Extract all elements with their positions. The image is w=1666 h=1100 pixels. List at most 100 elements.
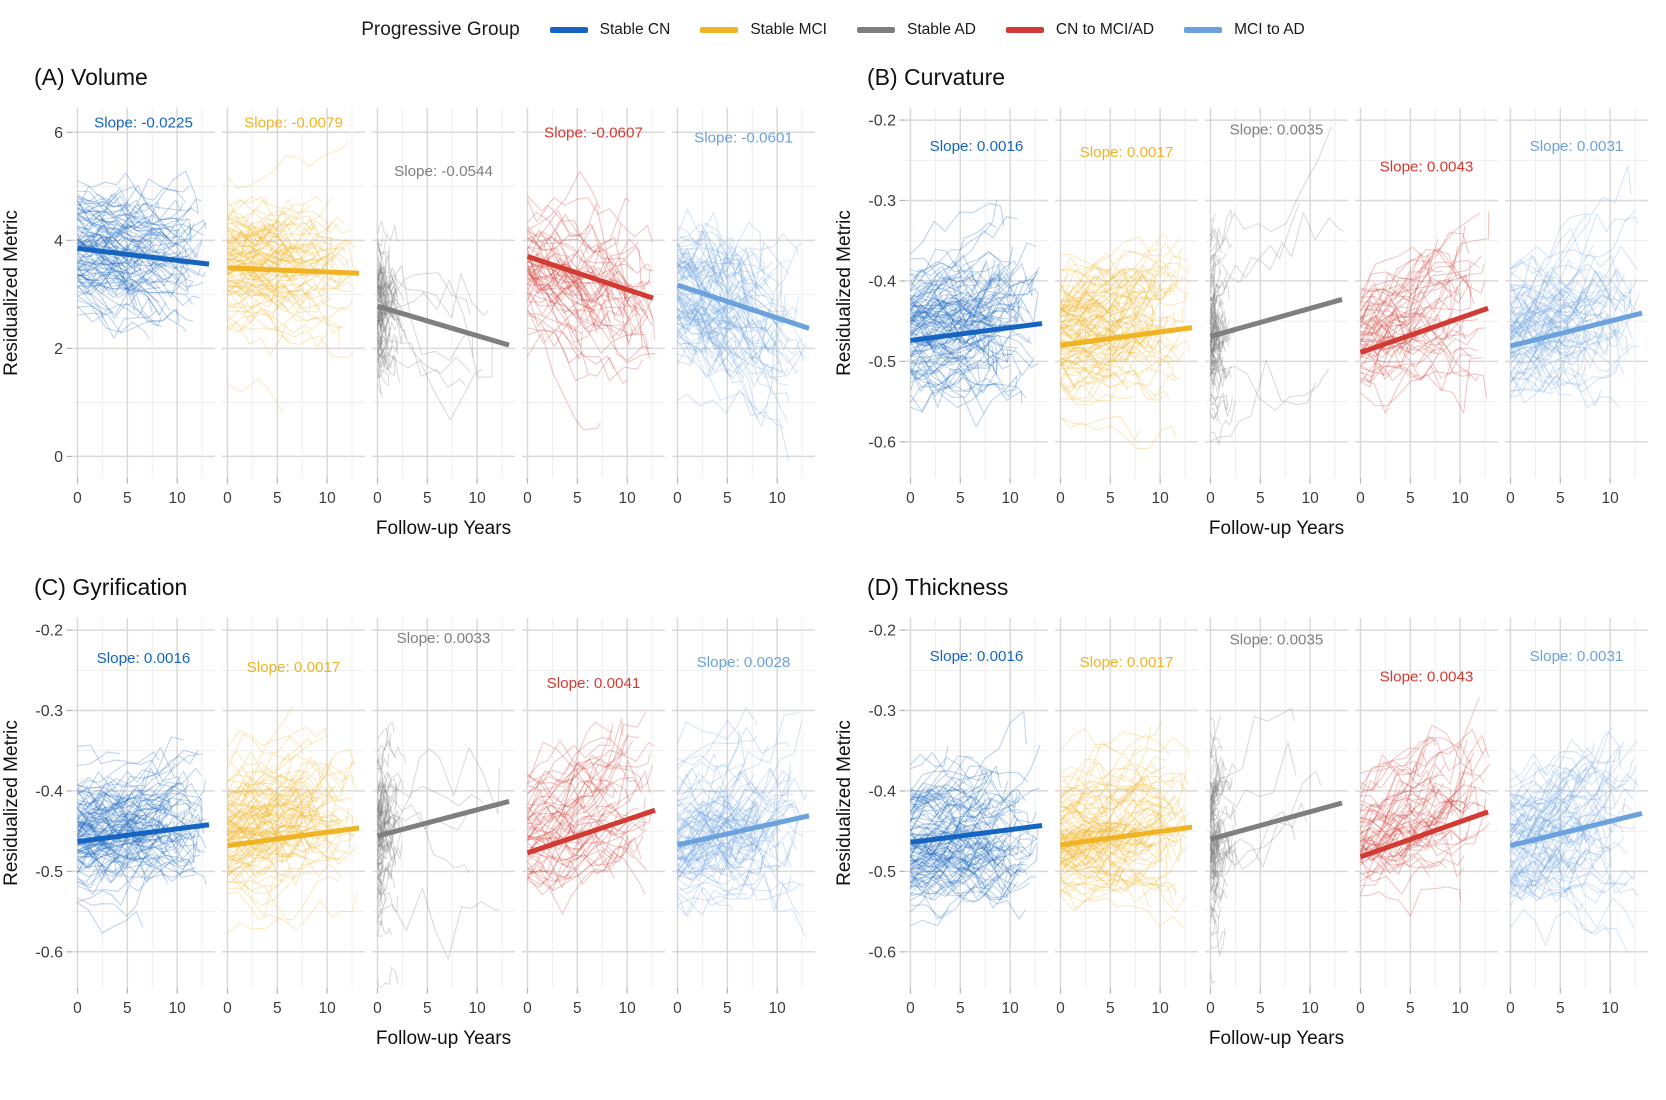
facet-stable-cn: Slope: 0.0016 0 5 10 (905, 108, 1048, 507)
slope-label: Slope: -0.0225 (94, 115, 193, 132)
trend-line (1509, 811, 1643, 849)
slope-label: Slope: 0.0043 (1380, 669, 1474, 686)
x-tick-label: 5 (573, 1000, 582, 1017)
y-tick-label: -0.2 (868, 113, 896, 130)
y-tick-label: -0.6 (868, 944, 896, 961)
x-tick-label: 5 (1406, 490, 1415, 507)
facet-stable-cn: Slope: 0.0016 0 5 10 (905, 618, 1048, 1017)
spaghetti-lines (526, 712, 655, 915)
x-tick-label: 0 (673, 1000, 682, 1017)
trend-line (1209, 297, 1343, 339)
trend-line (676, 282, 810, 331)
gridlines (672, 108, 815, 478)
slope-label: Slope: 0.0031 (1530, 648, 1624, 665)
facet-cn-to-mci-ad: Slope: -0.0607 0 5 10 (522, 108, 665, 507)
spaghetti-lines (1359, 211, 1490, 414)
trend-line (77, 822, 210, 845)
x-tick-label: 5 (1256, 1000, 1265, 1017)
x-tick-label: 5 (573, 490, 582, 507)
x-tick-label: 10 (469, 490, 487, 507)
trend-line (77, 245, 210, 267)
x-axis-label: Follow-up Years (1209, 1028, 1344, 1049)
x-tick-label: 0 (906, 490, 915, 507)
facet-cn-to-mci-ad: Slope: 0.0043 0 5 10 (1355, 108, 1498, 507)
slope-label: Slope: 0.0031 (1530, 138, 1624, 155)
y-tick-label: -0.3 (35, 703, 63, 720)
legend: Progressive Group Stable CN Stable MCI Sta… (0, 0, 1666, 54)
slope-label: Slope: 0.0016 (930, 648, 1024, 665)
panel-title: (C) Gyrification (34, 574, 187, 600)
trend-line (1359, 305, 1489, 355)
facet-stable-cn: Slope: -0.0225 0 5 10 (72, 108, 215, 507)
panel-title: (D) Thickness (867, 574, 1008, 600)
trend-line (376, 798, 510, 839)
legend-item-stable-mci: Stable MCI (700, 21, 827, 39)
x-tick-label: 10 (169, 490, 187, 507)
y-tick-label: -0.2 (868, 623, 896, 640)
legend-item-label: MCI to AD (1234, 21, 1305, 38)
x-tick-label: 0 (1356, 1000, 1365, 1017)
gridlines (1205, 108, 1348, 478)
x-axis-label: Follow-up Years (1209, 518, 1344, 539)
trend-line (526, 807, 656, 856)
legend-item-stable-cn: Stable CN (549, 21, 670, 39)
panel-curvature: (B) Curvature Residualized Metric Follow-u… (833, 54, 1666, 564)
slope-label: Slope: 0.0028 (697, 654, 791, 671)
x-tick-label: 5 (1556, 490, 1565, 507)
x-tick-label: 10 (1452, 1000, 1470, 1017)
legend-swatch-icon (700, 27, 739, 33)
y-tick-label: 2 (54, 341, 63, 358)
legend-swatch-icon (1184, 27, 1223, 33)
slope-label: Slope: 0.0017 (247, 659, 341, 676)
x-tick-label: 0 (523, 1000, 532, 1017)
y-tick-label: -0.4 (868, 273, 896, 290)
x-tick-label: 5 (123, 490, 132, 507)
facet-stable-mci: Slope: 0.0017 0 5 10 (222, 618, 365, 1017)
panel-volume-chart: (A) Volume Residualized Metric Follow-up Y… (1, 64, 815, 539)
x-tick-label: 0 (906, 1000, 915, 1017)
figure-grid: (A) Volume Residualized Metric Follow-up Y… (0, 54, 1666, 1074)
panel-thickness: (D) Thickness Residualized Metric Follow-u… (833, 564, 1666, 1074)
trend-line (1060, 824, 1193, 848)
slope-label: Slope: 0.0017 (1080, 144, 1174, 161)
facet-mci-to-ad: Slope: -0.0601 0 5 10 (672, 108, 815, 507)
x-tick-label: 5 (273, 490, 282, 507)
x-tick-label: 0 (373, 1000, 382, 1017)
x-axis-label: Follow-up Years (376, 1028, 511, 1049)
panel-curvature-chart: (B) Curvature Residualized Metric Follow-u… (834, 64, 1648, 539)
slope-label: Slope: -0.0607 (544, 124, 643, 141)
gridlines (372, 108, 515, 478)
legend-swatch-icon (1005, 27, 1044, 33)
x-tick-label: 5 (1106, 1000, 1115, 1017)
slope-label: Slope: 0.0016 (97, 650, 191, 667)
gridlines (222, 108, 365, 478)
spaghetti-lines (909, 710, 1041, 927)
spaghetti-lines (676, 706, 808, 938)
x-tick-label: 0 (1206, 1000, 1215, 1017)
trend-line (227, 265, 360, 276)
spaghetti-lines (1359, 696, 1491, 917)
x-tick-label: 5 (723, 1000, 732, 1017)
slope-label: Slope: -0.0601 (694, 130, 793, 147)
gridlines (1205, 618, 1348, 988)
y-axis-label: Residualized Metric (1, 720, 22, 886)
facet-stable-ad: Slope: 0.0035 0 5 10 (1205, 108, 1348, 507)
x-tick-label: 0 (1506, 1000, 1515, 1017)
panel-thickness-chart: (D) Thickness Residualized Metric Follow-u… (834, 574, 1648, 1049)
x-tick-label: 10 (169, 1000, 187, 1017)
trend-line (1060, 325, 1193, 348)
x-tick-label: 0 (73, 1000, 82, 1017)
x-tick-label: 5 (1556, 1000, 1565, 1017)
facet-stable-mci: Slope: 0.0017 0 5 10 (1055, 108, 1198, 507)
y-tick-label: 4 (54, 233, 63, 250)
spaghetti-lines (676, 208, 807, 462)
facet-cn-to-mci-ad: Slope: 0.0043 0 5 10 (1355, 618, 1498, 1017)
y-axis-label: Residualized Metric (834, 720, 855, 886)
legend-swatch-icon (549, 27, 588, 33)
x-tick-label: 5 (956, 490, 965, 507)
y-tick-label: -0.6 (868, 434, 896, 451)
facet-stable-ad: Slope: 0.0035 0 5 10 (1205, 618, 1348, 1017)
x-tick-label: 10 (319, 1000, 337, 1017)
trend-line (526, 254, 654, 301)
x-tick-label: 0 (373, 490, 382, 507)
